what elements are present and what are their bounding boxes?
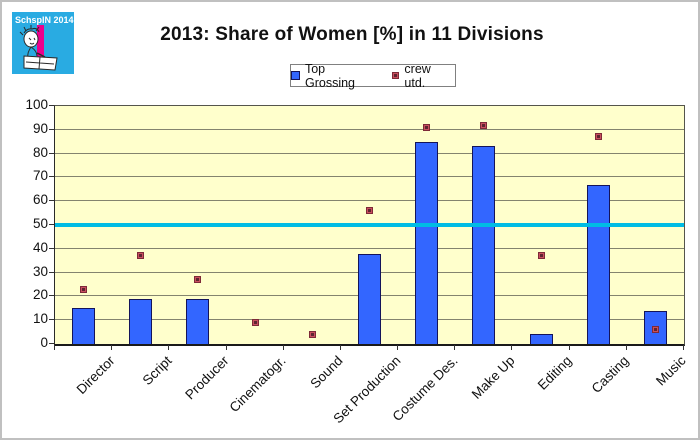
logo-stripe	[37, 25, 44, 67]
point-music	[651, 326, 659, 334]
bar-costume-des-	[415, 141, 439, 344]
legend: Top Grossing crew utd.	[290, 62, 456, 90]
point-make-up	[480, 121, 488, 129]
legend-label: crew utd.	[404, 61, 431, 90]
x-axis-tick	[339, 345, 341, 350]
bar-producer	[186, 298, 210, 344]
y-axis-label-10: 10	[32, 311, 48, 327]
y-axis-tick	[49, 247, 54, 249]
y-axis-label-60: 60	[32, 192, 48, 208]
y-axis-label-70: 70	[32, 168, 48, 184]
logo-figure	[19, 25, 58, 71]
y-axis-tick	[49, 271, 54, 273]
point-cinematogr-	[251, 319, 259, 327]
y-axis-tick	[49, 176, 54, 178]
legend-item-crew-utd: crew utd.	[392, 62, 455, 90]
y-axis-label-40: 40	[32, 239, 48, 255]
y-axis-tick	[49, 105, 54, 106]
x-axis-tick	[454, 345, 456, 350]
gridline-70	[55, 176, 684, 178]
point-producer	[194, 276, 202, 284]
x-axis-tick	[111, 345, 113, 350]
y-axis-label-20: 20	[32, 287, 48, 303]
x-axis-tick	[54, 345, 55, 350]
gridline-90	[55, 128, 684, 130]
y-axis-tick	[49, 343, 54, 344]
y-axis-label-80: 80	[32, 144, 48, 160]
y-axis-label-0: 0	[40, 335, 48, 350]
schspin-logo: SchspIN 2014	[12, 12, 74, 74]
y-axis-tick	[49, 319, 54, 321]
x-axis-tick	[397, 345, 399, 350]
x-axis-tick	[511, 345, 513, 350]
bar-director	[72, 308, 96, 344]
bar-make-up	[472, 146, 496, 344]
bar-casting	[586, 184, 610, 344]
point-set-production	[366, 207, 373, 215]
y-axis-label-100: 100	[25, 97, 48, 112]
x-axis-tick	[225, 345, 227, 350]
y-axis-tick	[49, 224, 54, 225]
y-axis-tick	[49, 128, 54, 130]
x-axis-tick	[282, 345, 284, 350]
x-axis-tick	[568, 345, 570, 350]
point-casting	[594, 133, 602, 141]
point-sound	[308, 330, 316, 338]
x-axis-tick	[625, 345, 627, 350]
y-axis-label-90: 90	[32, 120, 48, 136]
x-axis-tick	[683, 345, 684, 350]
y-axis-tick	[49, 295, 54, 297]
gridline-40	[55, 247, 684, 249]
y-axis-label-30: 30	[32, 263, 48, 279]
chart-title: 2013: Share of Women [%] in 11 Divisions	[160, 24, 544, 45]
bar-editing	[529, 334, 553, 344]
point-director	[80, 285, 88, 293]
gridline-80	[55, 152, 684, 154]
y-axis-tick	[49, 200, 54, 202]
point-costume-des-	[423, 123, 431, 131]
y-axis-tick	[49, 152, 54, 154]
reference-line-50	[55, 223, 684, 227]
gridline-60	[55, 200, 684, 202]
y-axis-label-50: 50	[32, 216, 48, 231]
bar-set-production	[358, 253, 381, 344]
logo-text: SchspIN 2014	[15, 15, 74, 25]
point-editing	[537, 252, 545, 260]
legend-point-swatch-icon	[392, 72, 400, 79]
plot-area	[54, 105, 685, 346]
legend-label: Top Grossing	[304, 61, 356, 90]
legend-item-top-grossing: Top Grossing	[291, 62, 378, 90]
point-script	[137, 252, 145, 260]
x-axis-tick	[168, 345, 170, 350]
legend-bar-swatch-icon	[291, 71, 300, 80]
bar-script	[129, 298, 153, 344]
